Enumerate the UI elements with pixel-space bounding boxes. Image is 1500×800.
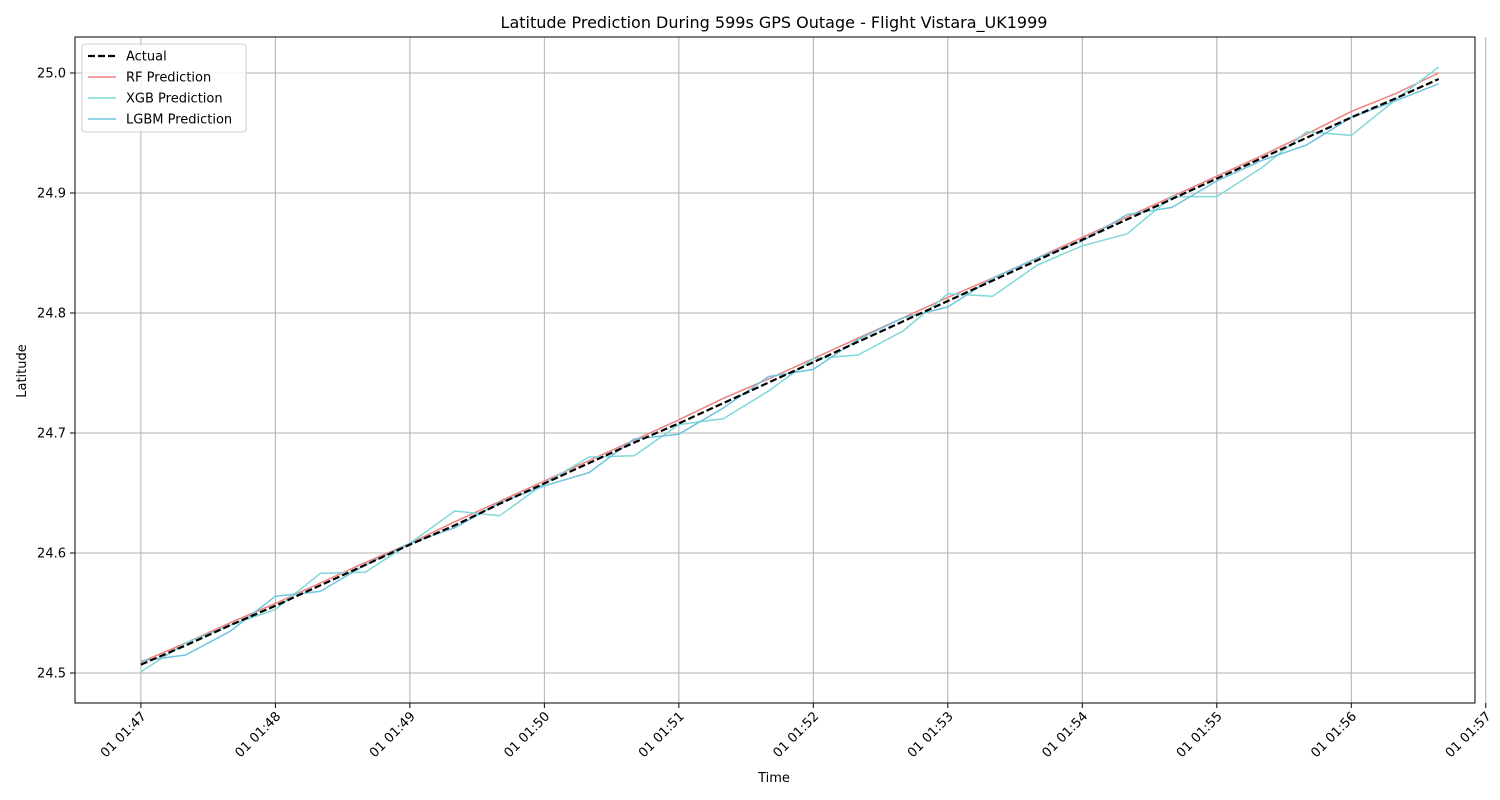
plot-frame xyxy=(74,36,1476,704)
legend-box xyxy=(81,43,247,133)
grid-lines xyxy=(75,37,1487,703)
x-axis-label: Time xyxy=(757,771,790,786)
legend-label: Actual xyxy=(126,50,167,65)
legend-label: LGBM Prediction xyxy=(126,113,232,128)
y-tick-label: 24.7 xyxy=(37,427,66,442)
y-tick-label: 25.0 xyxy=(37,67,66,82)
y-axis-label: Latitude xyxy=(15,344,30,398)
series-line-xgb-prediction xyxy=(140,66,1440,673)
legend-label: RF Prediction xyxy=(126,71,211,86)
series-line-rf-prediction xyxy=(140,72,1440,663)
y-tick-label: 24.6 xyxy=(37,547,66,562)
legend-label: XGB Prediction xyxy=(126,92,223,107)
legend: Actual RF Prediction XGB Prediction LGBM Pr… xyxy=(81,43,247,133)
y-tick-label: 24.9 xyxy=(37,187,66,202)
series-lines xyxy=(140,66,1440,673)
y-tick-label: 24.8 xyxy=(37,307,66,322)
chart-title: Latitude Prediction During 599s GPS Outa… xyxy=(501,13,1048,33)
y-tick-label: 24.5 xyxy=(37,667,66,682)
series-line-actual xyxy=(140,77,1440,666)
